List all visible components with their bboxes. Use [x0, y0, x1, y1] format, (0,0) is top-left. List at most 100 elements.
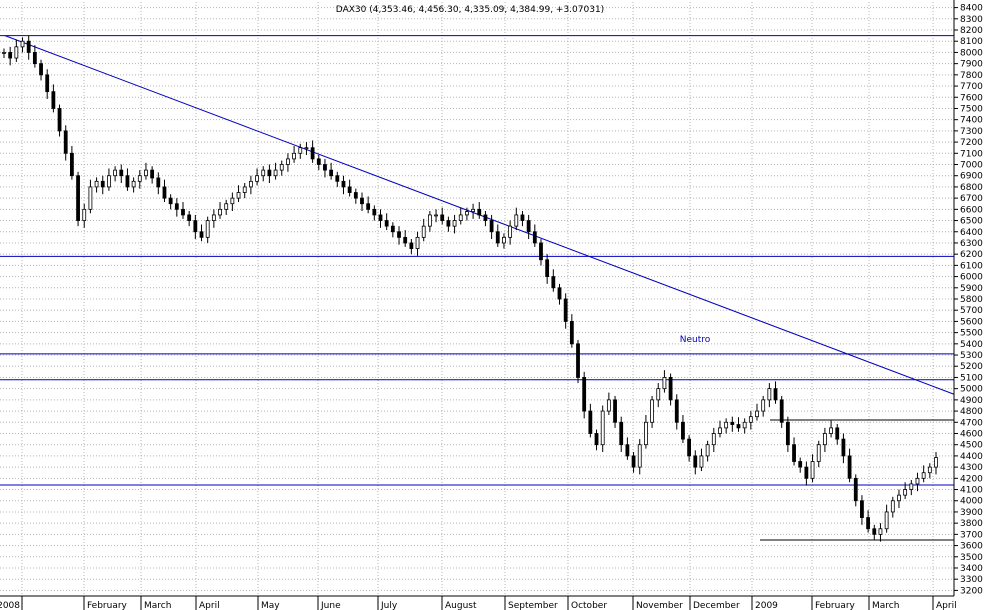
candle-body [372, 208, 377, 216]
y-tick-label: 8200 [960, 26, 983, 36]
candle-body [465, 211, 469, 216]
candle-body [230, 197, 235, 205]
candle-body [884, 511, 889, 530]
y-tick-label: 3500 [960, 553, 983, 563]
y-tick-label: 6200 [960, 250, 983, 260]
candle-body [495, 231, 500, 244]
candle-body [415, 236, 420, 249]
candle-body [45, 74, 50, 93]
candle-body [26, 40, 31, 53]
candle-body [366, 203, 371, 210]
candle-body [144, 169, 148, 177]
candle-body [569, 321, 574, 345]
candle-body [718, 427, 722, 434]
candle-body [181, 208, 185, 216]
candle-body [921, 472, 926, 479]
y-tick-label: 4000 [960, 497, 983, 507]
x-tick-label: May [261, 601, 280, 610]
candle-body [218, 208, 222, 216]
y-tick-label: 5600 [960, 317, 983, 327]
y-tick-label: 3200 [960, 586, 983, 596]
y-tick-label: 4700 [960, 418, 983, 428]
candle-body [199, 231, 204, 238]
x-tick-label: July [380, 601, 398, 610]
candle-body [193, 220, 198, 233]
candle-body [508, 225, 513, 238]
candle-body [644, 421, 648, 446]
y-tick-label: 4900 [960, 396, 983, 406]
candle-body [236, 192, 241, 199]
candle-body [119, 169, 124, 177]
y-tick-label: 5400 [960, 340, 983, 350]
candle-body [156, 177, 161, 188]
candle-body [211, 214, 216, 221]
y-tick-label: 6900 [960, 172, 983, 182]
candle-body [57, 108, 62, 132]
candle-body [934, 457, 938, 468]
candle-body [878, 528, 883, 535]
candle-body [767, 388, 772, 401]
candle-body [792, 444, 796, 462]
candle-body [909, 483, 914, 490]
candle-body [674, 399, 679, 423]
candle-body [847, 455, 852, 479]
candle-body [742, 421, 747, 429]
y-tick-label: 8100 [960, 37, 983, 47]
candle-body [551, 276, 556, 289]
candle-body [353, 192, 358, 199]
candle-body [779, 399, 784, 423]
candle-body [526, 220, 531, 233]
y-tick-label: 5700 [960, 306, 983, 316]
chart-title: DAX30 (4,353.46, 4,456.30, 4,335.09, 4,3… [336, 5, 604, 15]
candle-body [32, 52, 37, 65]
candle-body [88, 186, 93, 210]
y-tick-label: 4200 [960, 474, 983, 484]
candle-body [520, 214, 525, 221]
y-tick-label: 3400 [960, 564, 983, 574]
candle-body [606, 399, 611, 412]
candle-body [545, 259, 550, 277]
candle-body [600, 410, 605, 446]
candle-body [94, 180, 99, 188]
y-tick-label: 7000 [960, 161, 983, 171]
y-tick-label: 6500 [960, 217, 983, 227]
candle-body [69, 152, 74, 177]
candle-body [273, 169, 278, 177]
y-tick-label: 5100 [960, 373, 983, 383]
candle-body [823, 433, 827, 446]
candle-body [724, 421, 729, 429]
candle-body [51, 91, 56, 109]
y-tick-label: 5900 [960, 284, 983, 294]
candle-body [279, 164, 284, 171]
candles [2, 35, 938, 542]
y-tick-label: 6800 [960, 183, 983, 193]
candle-body [205, 220, 210, 238]
candle-body [224, 203, 229, 210]
candle-body [316, 158, 321, 165]
candle-body [804, 466, 809, 479]
x-tick-label: April [936, 601, 957, 610]
candle-body [829, 427, 833, 434]
x-tick-label: March [144, 601, 171, 610]
candle-body [681, 421, 685, 440]
x-tick-label: 2009 [755, 601, 778, 610]
candle-body [730, 421, 735, 425]
candle-body [810, 461, 815, 479]
x-tick-label: June [320, 601, 341, 610]
candle-body [582, 377, 587, 412]
y-tick-label: 8000 [960, 48, 983, 58]
candle-body [637, 444, 642, 468]
y-tick-label: 6300 [960, 239, 983, 249]
y-tick-label: 3300 [960, 575, 983, 585]
horizontal-levels [0, 35, 954, 541]
candle-body [341, 180, 346, 188]
candle-body [446, 220, 451, 227]
candle-body [576, 343, 580, 378]
candle-body [150, 169, 155, 179]
y-tick-label: 4600 [960, 429, 983, 439]
y-tick-label: 7700 [960, 82, 983, 92]
x-tick-label: February [87, 601, 128, 610]
candle-body [329, 169, 334, 177]
candle-body [63, 130, 68, 154]
